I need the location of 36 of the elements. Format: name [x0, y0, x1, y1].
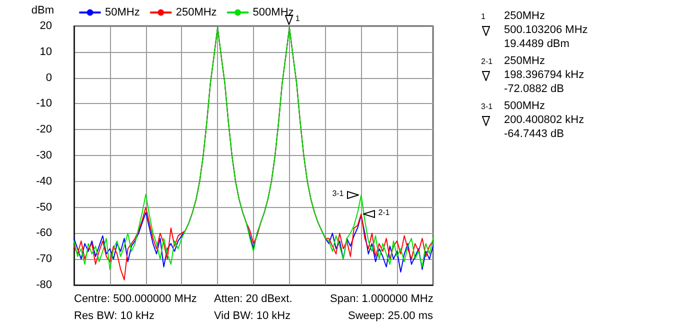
text: Atten: 20 dBext. — [214, 293, 292, 306]
text: Span: 1.000000 MHz — [330, 293, 434, 306]
text: 500MHz — [504, 100, 545, 113]
text: 1 — [295, 14, 300, 24]
y-tick-label: -50 — [36, 201, 52, 214]
text: -72.0882 dB — [504, 83, 564, 96]
text: 250MHz — [504, 55, 545, 68]
y-tick-label: -10 — [36, 98, 52, 110]
text: 19.4489 dBm — [504, 38, 570, 51]
text: 200.400802 kHz — [504, 114, 584, 127]
text: 198.396794 kHz — [504, 69, 584, 82]
text: 2-1 — [481, 57, 493, 66]
text: 500.103206 MHz — [504, 24, 588, 37]
y-tick-label: -80 — [36, 279, 52, 291]
text: -64.7443 dB — [504, 128, 564, 141]
text: 3-1 — [481, 102, 493, 111]
annotation: 3-1 — [332, 189, 344, 198]
y-tick-label: -70 — [36, 253, 52, 266]
y-tick-label: 20 — [40, 20, 52, 32]
legend-label: 50MHz — [105, 6, 140, 18]
text: Res BW: 10 kHz — [74, 310, 154, 323]
y-tick-label: 10 — [40, 46, 52, 58]
y-tick-label: -20 — [36, 124, 52, 136]
text: 1 — [481, 12, 486, 21]
y-axis-title: dBm — [31, 4, 54, 16]
y-tick-label: 0 — [46, 72, 52, 84]
annotation: 2-1 — [378, 208, 390, 218]
text: Sweep: 25.00 ms — [348, 310, 433, 323]
text: Vid BW: 10 kHz — [214, 310, 291, 323]
text: 250MHz — [504, 10, 545, 23]
y-tick-label: -40 — [36, 175, 52, 188]
y-tick-label: -60 — [36, 227, 52, 240]
text: Centre: 500.000000 MHz — [74, 293, 197, 306]
legend-label: 250MHz — [176, 6, 217, 18]
y-tick-label: -30 — [36, 150, 52, 162]
legend-label: 500MHz — [252, 6, 294, 18]
